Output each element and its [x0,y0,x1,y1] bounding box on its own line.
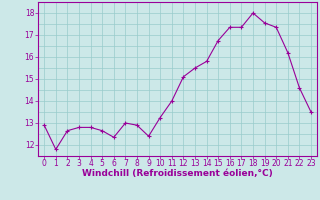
X-axis label: Windchill (Refroidissement éolien,°C): Windchill (Refroidissement éolien,°C) [82,169,273,178]
